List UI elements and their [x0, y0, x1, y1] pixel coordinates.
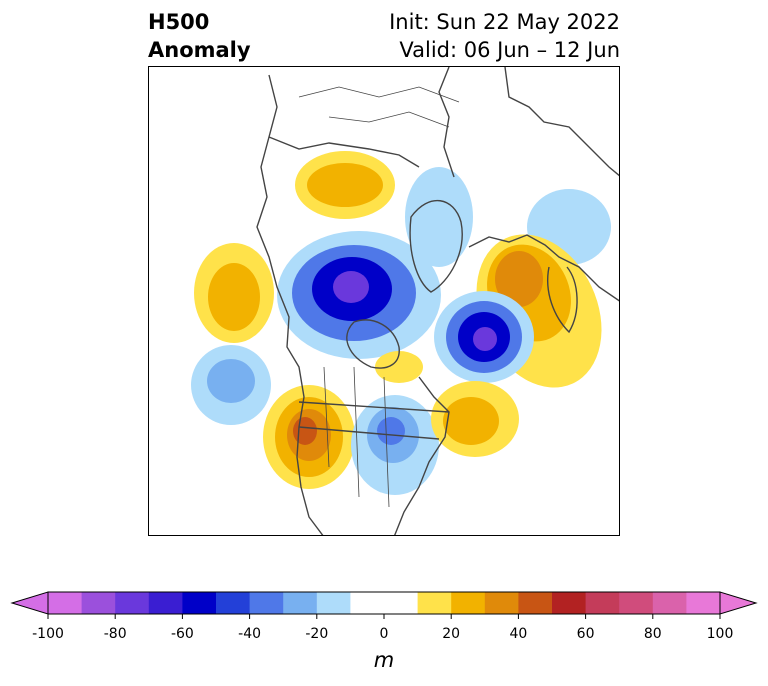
colorbar-bin	[249, 592, 284, 614]
ridge-hudson	[375, 351, 423, 383]
colorbar-tick-label: -40	[238, 626, 262, 642]
colorbar-bin	[484, 592, 519, 614]
colorbar-bin	[81, 592, 116, 614]
coastlines	[256, 67, 619, 535]
colorbar-tick-label: 40	[509, 626, 528, 642]
colorbar-tick-label: -100	[32, 626, 64, 642]
colorbar-bin	[115, 592, 150, 614]
trough-pacific-core	[207, 359, 255, 403]
colorbar-tick-label: 80	[643, 626, 662, 642]
title-line-h500: H500	[148, 10, 210, 34]
title-line-anomaly: Anomaly	[148, 38, 251, 62]
map-title: H500 Anomaly	[148, 8, 251, 64]
colorbar-bin	[350, 592, 385, 614]
colorbar-tick-label: -80	[103, 626, 127, 642]
ridge-europe-core	[495, 251, 543, 307]
colorbar-bin	[148, 592, 183, 614]
colorbar-bin	[48, 592, 83, 614]
colorbar-bin	[652, 592, 687, 614]
anomaly-fields	[191, 151, 611, 495]
map-dates: Init: Sun 22 May 2022 Valid: 06 Jun – 12…	[389, 8, 620, 64]
map-svg	[191, 67, 619, 535]
colorbar-tick-label: 100	[706, 626, 734, 642]
trough-greenland	[405, 167, 473, 267]
colorbar-bin	[686, 592, 721, 614]
colorbar-bin	[585, 592, 620, 614]
colorbar-bin	[619, 592, 654, 614]
ridge-west-us-core	[293, 417, 317, 445]
colorbar: -100 -80 -60 -40 -20 0 20 40 60 80 100 m	[0, 580, 768, 680]
colorbar-bin	[384, 592, 419, 614]
map-panel	[148, 66, 620, 536]
ridge-alaska-core	[307, 163, 383, 207]
colorbar-tick-label: -20	[305, 626, 329, 642]
colorbar-bar	[10, 591, 758, 619]
low-canada-core	[333, 271, 369, 303]
colorbar-bin	[182, 592, 217, 614]
colorbar-extend-high	[719, 591, 758, 615]
valid-range: Valid: 06 Jun – 12 Jun	[399, 38, 620, 62]
colorbar-bin	[451, 592, 486, 614]
colorbar-tick-label: 20	[442, 626, 461, 642]
colorbar-bin	[518, 592, 553, 614]
init-date: Init: Sun 22 May 2022	[389, 10, 620, 34]
colorbar-bin	[417, 592, 452, 614]
colorbar-extend-low	[10, 591, 49, 615]
colorbar-unit: m	[373, 648, 395, 672]
colorbar-bin	[283, 592, 318, 614]
colorbar-bin	[316, 592, 351, 614]
colorbar-bin	[216, 592, 251, 614]
colorbar-tick-label: 60	[576, 626, 595, 642]
trough-east-us-core	[377, 417, 405, 445]
ridge-pacific-core	[208, 263, 260, 331]
colorbar-tick-label: 0	[379, 626, 389, 642]
ridge-atlantic-core	[443, 397, 499, 445]
low-atlantic-core	[473, 327, 497, 351]
colorbar-bin	[552, 592, 587, 614]
colorbar-tick-label: -60	[170, 626, 194, 642]
